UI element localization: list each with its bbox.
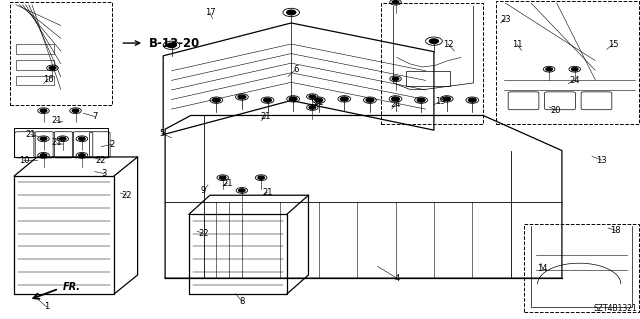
Circle shape <box>392 97 399 101</box>
Text: 9: 9 <box>201 186 206 195</box>
Circle shape <box>167 43 176 48</box>
Bar <box>524 224 639 312</box>
Circle shape <box>40 137 47 140</box>
Text: 19: 19 <box>435 97 445 106</box>
Text: 14: 14 <box>538 264 548 273</box>
Text: 5: 5 <box>159 129 164 138</box>
Text: 10: 10 <box>19 156 29 165</box>
Text: 2: 2 <box>109 140 115 149</box>
Circle shape <box>315 98 323 102</box>
Text: 22: 22 <box>122 191 132 200</box>
Circle shape <box>238 95 246 99</box>
Bar <box>16 44 54 54</box>
Circle shape <box>572 68 578 71</box>
Text: 18: 18 <box>611 226 621 235</box>
Circle shape <box>40 154 47 157</box>
Text: B-13-20: B-13-20 <box>149 37 200 49</box>
Text: 15: 15 <box>608 40 618 48</box>
Text: 3: 3 <box>102 169 107 178</box>
Circle shape <box>366 98 374 102</box>
Text: 21: 21 <box>26 130 36 139</box>
Circle shape <box>309 95 316 98</box>
Circle shape <box>546 68 552 71</box>
Bar <box>496 1 639 124</box>
Circle shape <box>60 137 66 140</box>
Text: 11: 11 <box>512 40 522 49</box>
Circle shape <box>392 1 399 4</box>
Circle shape <box>40 109 47 112</box>
Text: 21: 21 <box>262 188 273 197</box>
Bar <box>10 2 112 105</box>
Text: 12: 12 <box>443 40 453 48</box>
Bar <box>381 3 483 124</box>
Circle shape <box>392 77 399 80</box>
Circle shape <box>212 98 220 102</box>
Circle shape <box>79 137 85 140</box>
Circle shape <box>49 66 56 70</box>
Circle shape <box>309 106 316 109</box>
Text: 20: 20 <box>550 106 561 115</box>
Text: 21: 21 <box>51 116 61 125</box>
Circle shape <box>289 97 297 101</box>
Circle shape <box>429 39 438 43</box>
Bar <box>16 76 54 85</box>
Text: 6: 6 <box>293 65 298 74</box>
Text: 16: 16 <box>43 75 53 84</box>
Bar <box>16 60 54 70</box>
Text: 1: 1 <box>44 302 49 311</box>
Text: SZT4B1321: SZT4B1321 <box>593 304 637 313</box>
Circle shape <box>264 98 271 102</box>
Text: 24: 24 <box>390 100 401 109</box>
Text: 21: 21 <box>260 112 271 121</box>
Text: FR.: FR. <box>63 282 81 292</box>
Circle shape <box>239 189 245 192</box>
Circle shape <box>79 154 85 157</box>
Text: 4: 4 <box>394 274 399 283</box>
Circle shape <box>340 97 348 101</box>
Text: 17: 17 <box>205 8 215 17</box>
Circle shape <box>287 10 296 15</box>
Text: 24: 24 <box>570 76 580 85</box>
Text: 23: 23 <box>500 15 511 24</box>
Circle shape <box>258 176 264 179</box>
Circle shape <box>468 98 476 102</box>
Text: 8: 8 <box>239 297 244 306</box>
Bar <box>406 71 450 86</box>
Text: 7: 7 <box>92 112 97 121</box>
Text: 22: 22 <box>198 229 209 238</box>
Circle shape <box>443 97 451 101</box>
Circle shape <box>72 109 79 112</box>
Text: 21: 21 <box>222 179 232 188</box>
Text: 21: 21 <box>314 98 324 107</box>
Circle shape <box>220 176 226 179</box>
Text: 13: 13 <box>596 156 607 165</box>
Circle shape <box>417 98 425 102</box>
Text: 22: 22 <box>96 156 106 165</box>
Text: 21: 21 <box>51 138 61 147</box>
